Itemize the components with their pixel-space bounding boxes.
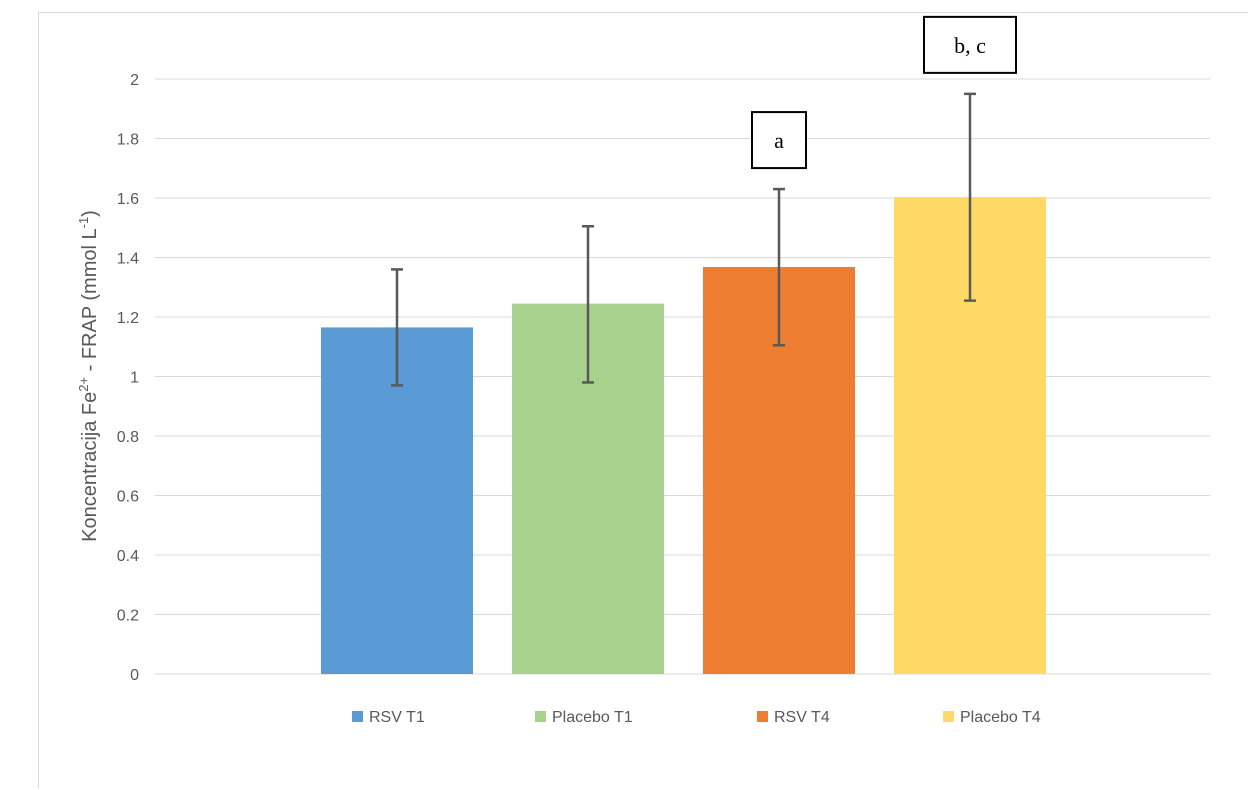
legend-swatch xyxy=(535,711,546,722)
legend-label: RSV T4 xyxy=(774,709,830,726)
legend-swatch xyxy=(943,711,954,722)
error-bar xyxy=(964,92,976,302)
y-axis-label: Koncentracija Fe2+ - FRAP (mmol L-1) xyxy=(76,210,101,542)
y-tick-label: 0 xyxy=(130,667,139,684)
error-bar xyxy=(582,225,594,384)
legend-item: RSV T4 xyxy=(757,709,830,726)
legend: RSV T1 Placebo T1 RSV T4 Placebo T4 xyxy=(352,709,1041,726)
y-tick-label: 1.4 xyxy=(117,251,139,268)
y-tick-label: 1.8 xyxy=(117,132,139,149)
error-bars xyxy=(391,92,976,387)
y-tick-label: 1.6 xyxy=(117,191,139,208)
legend-swatch xyxy=(757,711,768,722)
y-tick-label: 0.8 xyxy=(117,429,139,446)
y-tick-label: 0.2 xyxy=(117,608,139,625)
annotation-box: b, c xyxy=(923,15,1017,74)
legend-swatch xyxy=(352,711,363,722)
legend-label: Placebo T1 xyxy=(552,709,633,726)
legend-item: Placebo T4 xyxy=(943,709,1041,726)
y-tick-label: 0.6 xyxy=(117,489,139,506)
y-tick-label: 0.4 xyxy=(117,548,139,565)
legend-item: RSV T1 xyxy=(352,709,425,726)
error-bar xyxy=(773,187,785,347)
legend-item: Placebo T1 xyxy=(535,709,633,726)
y-tick-label: 2 xyxy=(130,72,139,89)
y-tick-label: 1.2 xyxy=(117,310,139,327)
y-tick-label: 1 xyxy=(130,370,139,387)
annotation-text: a xyxy=(774,128,784,153)
annotations: a b, c xyxy=(751,15,1017,170)
annotation-box: a xyxy=(751,111,807,170)
gridlines xyxy=(155,78,1210,675)
chart-frame xyxy=(38,12,1248,788)
legend-label: RSV T1 xyxy=(369,709,425,726)
legend-label: Placebo T4 xyxy=(960,709,1041,726)
error-bar xyxy=(391,268,403,387)
y-axis-ticks: 0 0.2 0.4 0.6 0.8 1 1.2 1.4 1.6 1.8 2 xyxy=(117,72,139,684)
annotation-text: b, c xyxy=(954,33,986,58)
